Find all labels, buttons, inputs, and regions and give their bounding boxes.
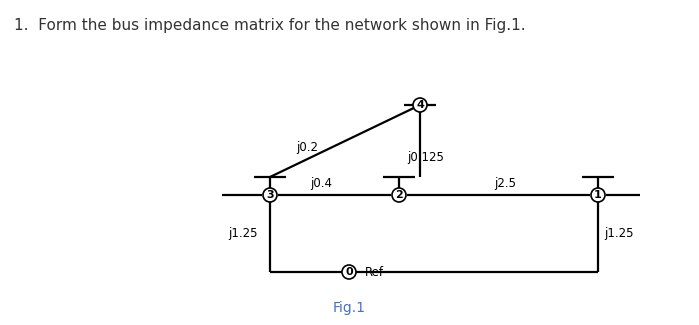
Circle shape	[342, 265, 356, 279]
Text: 1.  Form the bus impedance matrix for the network shown in Fig.1.: 1. Form the bus impedance matrix for the…	[14, 18, 526, 33]
Text: 4: 4	[416, 100, 424, 110]
Circle shape	[413, 98, 427, 112]
Text: Ref: Ref	[365, 266, 384, 279]
Text: j1.25: j1.25	[604, 227, 633, 240]
Text: 0: 0	[345, 267, 353, 277]
Text: j1.25: j1.25	[228, 227, 257, 240]
Text: j0.125: j0.125	[407, 150, 444, 163]
Text: 2: 2	[395, 190, 403, 200]
Circle shape	[392, 188, 406, 202]
Text: Fig.1: Fig.1	[333, 301, 366, 315]
Circle shape	[591, 188, 605, 202]
Text: j0.4: j0.4	[310, 176, 332, 189]
Text: 1: 1	[594, 190, 602, 200]
Text: j0.2: j0.2	[296, 141, 318, 154]
Text: j2.5: j2.5	[494, 176, 516, 189]
Circle shape	[263, 188, 277, 202]
Text: 3: 3	[266, 190, 274, 200]
